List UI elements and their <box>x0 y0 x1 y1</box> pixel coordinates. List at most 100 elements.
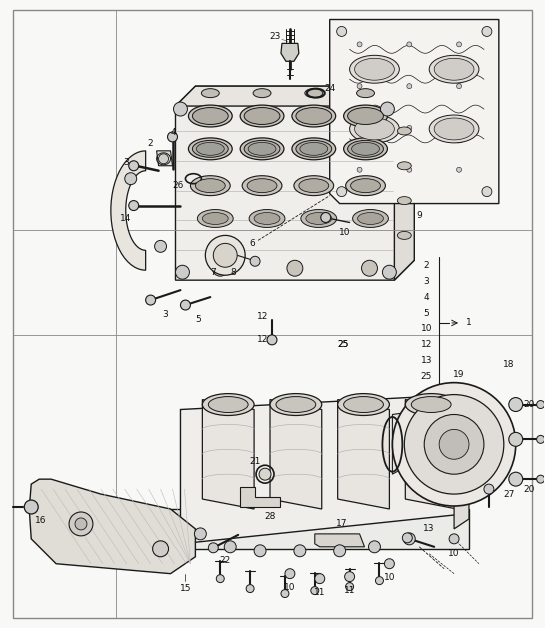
Polygon shape <box>281 43 299 62</box>
Text: 16: 16 <box>35 516 47 526</box>
Polygon shape <box>175 86 414 106</box>
Text: 17: 17 <box>336 519 347 528</box>
Ellipse shape <box>301 210 337 227</box>
Circle shape <box>334 545 346 557</box>
Ellipse shape <box>254 212 280 224</box>
Circle shape <box>246 585 254 593</box>
Polygon shape <box>111 151 146 270</box>
Text: 3: 3 <box>423 277 429 286</box>
Text: 2: 2 <box>148 139 154 148</box>
Ellipse shape <box>249 210 285 227</box>
Circle shape <box>482 187 492 197</box>
Text: 13: 13 <box>420 356 432 365</box>
Text: 20: 20 <box>523 400 535 409</box>
Ellipse shape <box>434 118 474 140</box>
Circle shape <box>509 472 523 486</box>
Circle shape <box>509 433 523 447</box>
Ellipse shape <box>247 179 277 193</box>
Circle shape <box>482 26 492 36</box>
Text: 10: 10 <box>420 325 432 333</box>
Text: 12: 12 <box>257 313 269 322</box>
Ellipse shape <box>192 141 228 157</box>
Text: 13: 13 <box>423 524 435 533</box>
Polygon shape <box>175 86 414 280</box>
Circle shape <box>380 102 395 116</box>
Ellipse shape <box>356 89 374 97</box>
Circle shape <box>407 84 412 89</box>
Circle shape <box>537 401 544 409</box>
Polygon shape <box>454 389 469 529</box>
Polygon shape <box>29 479 196 573</box>
Circle shape <box>392 382 516 506</box>
Text: 25: 25 <box>421 372 432 381</box>
Ellipse shape <box>306 212 332 224</box>
Text: 26: 26 <box>173 181 184 190</box>
Ellipse shape <box>197 210 233 227</box>
Circle shape <box>159 154 168 164</box>
Text: 21: 21 <box>250 457 261 466</box>
Text: 3: 3 <box>162 310 168 320</box>
Ellipse shape <box>346 176 385 195</box>
Circle shape <box>287 260 303 276</box>
Circle shape <box>155 241 167 252</box>
Polygon shape <box>180 394 464 544</box>
Circle shape <box>484 484 494 494</box>
Ellipse shape <box>248 143 276 155</box>
Text: 5: 5 <box>423 308 429 318</box>
Circle shape <box>321 212 331 222</box>
Text: 11: 11 <box>344 586 355 595</box>
Ellipse shape <box>244 141 280 157</box>
Polygon shape <box>315 534 365 547</box>
Ellipse shape <box>397 197 411 205</box>
Text: 12: 12 <box>257 335 269 344</box>
Ellipse shape <box>253 89 271 97</box>
Circle shape <box>457 167 462 172</box>
Text: 10: 10 <box>339 228 350 237</box>
Ellipse shape <box>296 107 332 124</box>
Text: 20: 20 <box>523 485 535 494</box>
Circle shape <box>153 541 168 557</box>
Circle shape <box>180 300 190 310</box>
Circle shape <box>216 575 224 583</box>
Ellipse shape <box>201 89 219 97</box>
Circle shape <box>146 295 156 305</box>
Ellipse shape <box>244 107 280 124</box>
Ellipse shape <box>355 58 395 80</box>
Circle shape <box>173 102 187 116</box>
Circle shape <box>213 260 228 276</box>
Ellipse shape <box>397 127 411 135</box>
Ellipse shape <box>344 105 387 127</box>
Polygon shape <box>330 19 499 203</box>
Circle shape <box>424 414 484 474</box>
Circle shape <box>311 587 319 595</box>
Ellipse shape <box>349 115 399 143</box>
Circle shape <box>346 583 354 590</box>
Circle shape <box>457 126 462 131</box>
Ellipse shape <box>348 107 384 124</box>
Circle shape <box>195 528 207 540</box>
Circle shape <box>457 84 462 89</box>
Ellipse shape <box>429 55 479 83</box>
Text: 25: 25 <box>337 340 348 349</box>
Text: 25: 25 <box>337 340 348 349</box>
Text: 1: 1 <box>466 318 472 327</box>
Polygon shape <box>395 86 414 280</box>
Circle shape <box>337 26 347 36</box>
Circle shape <box>224 541 236 553</box>
Text: 3: 3 <box>123 158 129 167</box>
Ellipse shape <box>240 105 284 127</box>
Circle shape <box>75 518 87 530</box>
Circle shape <box>285 569 295 578</box>
Circle shape <box>357 167 362 172</box>
Text: 4: 4 <box>171 129 177 138</box>
Text: 19: 19 <box>453 370 465 379</box>
Ellipse shape <box>411 396 451 413</box>
Text: 28: 28 <box>264 512 276 521</box>
Text: 10: 10 <box>384 573 395 582</box>
Circle shape <box>267 335 277 345</box>
Circle shape <box>403 533 415 545</box>
Ellipse shape <box>344 396 384 413</box>
Text: 10: 10 <box>449 550 460 558</box>
Circle shape <box>537 475 544 483</box>
Ellipse shape <box>300 143 328 155</box>
